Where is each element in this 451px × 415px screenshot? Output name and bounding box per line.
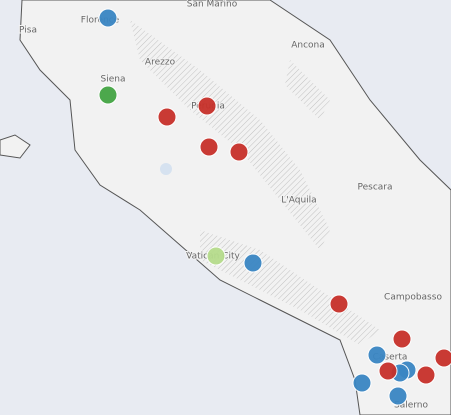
marker[interactable] [434, 348, 451, 368]
place-label: San Marino [187, 0, 238, 10]
marker[interactable] [378, 361, 398, 381]
place-label: Arezzo [145, 58, 176, 68]
place-label: Campobasso [384, 293, 442, 303]
marker[interactable] [388, 386, 408, 406]
marker[interactable] [352, 373, 372, 393]
marker[interactable] [229, 142, 249, 162]
marker[interactable] [367, 345, 387, 365]
marker[interactable] [98, 8, 118, 28]
marker[interactable] [416, 365, 436, 385]
marker[interactable] [98, 85, 118, 105]
marker[interactable] [197, 96, 217, 116]
marker[interactable] [157, 107, 177, 127]
place-label: Pisa [19, 26, 37, 36]
markers [98, 8, 451, 406]
marker[interactable] [206, 246, 226, 266]
place-label: Ancona [291, 41, 325, 51]
marker[interactable] [243, 253, 263, 273]
place-label: Pescara [357, 183, 392, 193]
marker[interactable] [392, 329, 412, 349]
place-label: L'Aquila [281, 196, 316, 206]
marker[interactable] [160, 163, 172, 175]
marker[interactable] [199, 137, 219, 157]
marker[interactable] [329, 294, 349, 314]
place-label: Siena [101, 75, 126, 85]
island [0, 134, 31, 159]
